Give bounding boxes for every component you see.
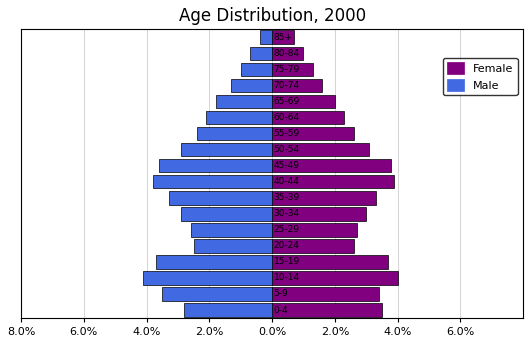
Bar [169, 191, 272, 205]
Bar [156, 255, 272, 269]
Text: 85+: 85+ [273, 33, 293, 42]
Bar [272, 159, 391, 172]
Text: 20-24: 20-24 [273, 241, 299, 250]
Text: 10-14: 10-14 [273, 273, 300, 282]
Text: 65-69: 65-69 [273, 97, 300, 106]
Bar [231, 79, 272, 92]
Bar [272, 271, 398, 285]
Text: 75-79: 75-79 [273, 65, 300, 74]
Bar [272, 31, 294, 44]
Bar [184, 303, 272, 317]
Bar [272, 191, 376, 205]
Bar [206, 111, 272, 124]
Text: 35-39: 35-39 [273, 193, 300, 202]
Bar [159, 159, 272, 172]
Text: 5-9: 5-9 [273, 289, 288, 299]
Bar [272, 46, 304, 60]
Text: 15-19: 15-19 [273, 257, 300, 266]
Text: 80-84: 80-84 [273, 49, 300, 58]
Bar [272, 287, 379, 301]
Bar [153, 175, 272, 189]
Bar [272, 79, 322, 92]
Text: 55-59: 55-59 [273, 129, 300, 138]
Text: 25-29: 25-29 [273, 225, 299, 234]
Bar [260, 31, 272, 44]
Text: 70-74: 70-74 [273, 81, 300, 90]
Bar [193, 239, 272, 252]
Bar [272, 255, 388, 269]
Bar [144, 271, 272, 285]
Bar [272, 63, 313, 76]
Legend: Female, Male: Female, Male [443, 58, 517, 95]
Bar [197, 127, 272, 140]
Bar [272, 127, 354, 140]
Bar [272, 207, 366, 221]
Text: 50-54: 50-54 [273, 145, 300, 154]
Text: 45-49: 45-49 [273, 161, 299, 170]
Bar [250, 46, 272, 60]
Bar [272, 143, 369, 157]
Title: Age Distribution, 2000: Age Distribution, 2000 [179, 7, 366, 25]
Bar [216, 95, 272, 108]
Bar [272, 303, 382, 317]
Bar [181, 143, 272, 157]
Bar [181, 207, 272, 221]
Bar [272, 239, 354, 252]
Text: 60-64: 60-64 [273, 113, 300, 122]
Text: 40-44: 40-44 [273, 177, 299, 186]
Text: 30-34: 30-34 [273, 209, 300, 218]
Text: 0-4: 0-4 [273, 305, 288, 314]
Bar [162, 287, 272, 301]
Bar [272, 175, 394, 189]
Bar [272, 223, 357, 237]
Bar [272, 111, 344, 124]
Bar [241, 63, 272, 76]
Bar [272, 95, 335, 108]
Bar [190, 223, 272, 237]
